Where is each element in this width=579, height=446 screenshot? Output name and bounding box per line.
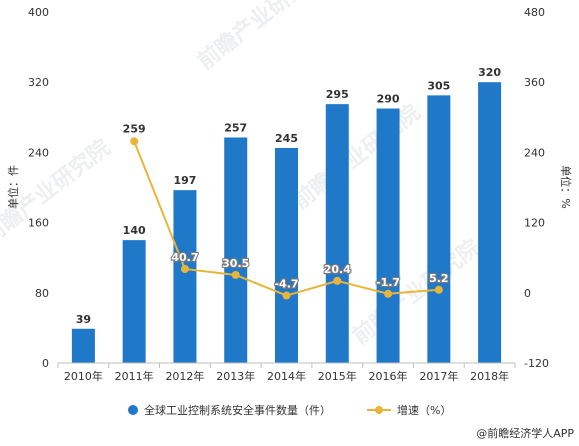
bar: [173, 190, 197, 363]
x-tick-label: 2015年: [318, 369, 357, 383]
bar-value-label: 39: [76, 313, 91, 326]
bar-value-label: 140: [123, 224, 146, 237]
x-tick-label: 2010年: [64, 369, 103, 383]
bar-value-label: 197: [173, 174, 196, 187]
bar: [478, 82, 502, 363]
bar: [427, 95, 451, 364]
y-left-tick-label: 400: [28, 6, 49, 19]
legend-bar-label: 全球工业控制系统安全事件数量（件）: [144, 403, 331, 417]
bar-value-label: 245: [275, 132, 298, 145]
x-tick-label: 2012年: [165, 369, 204, 383]
bar-value-label: 320: [478, 66, 501, 79]
bars-group: 39 140 197 257 245 295 290 305 320: [71, 66, 502, 364]
y-left-tick-label: 80: [35, 287, 49, 300]
growth-point: [282, 291, 291, 300]
bar-value-label: 295: [326, 88, 349, 101]
watermark-text: 前瞻产业研究院: [193, 0, 330, 75]
x-tick-label: 2014年: [267, 369, 306, 383]
bar-value-label: 257: [224, 121, 247, 134]
growth-point: [231, 270, 240, 279]
legend: 全球工业控制系统安全事件数量（件） 增速（%）: [128, 403, 451, 417]
y-left-tick-label: 320: [28, 76, 49, 89]
legend-bar-swatch: [128, 405, 138, 415]
y-right-tick-label: -120: [524, 357, 549, 370]
bar-value-label: 290: [377, 93, 400, 106]
y-axis-left-title: 单位：件: [6, 165, 20, 209]
growth-point: [333, 276, 342, 285]
x-tick-label: 2016年: [369, 369, 408, 383]
axes-group: 2010年 2011年 2012年 2013年 2014年 2015年 2016年 2017年…: [28, 6, 549, 383]
growth-point: [130, 137, 139, 146]
legend-line-marker: [375, 406, 383, 414]
y-left-tick-label: 160: [28, 217, 49, 230]
y-right-tick-label: 360: [524, 76, 545, 89]
growth-line-group: 259 40.7 30.5 -4.7 20.4 -1.7 5.2: [123, 122, 450, 300]
source-credit: @前瞻经济学人APP: [476, 426, 574, 440]
x-tick-label: 2011年: [115, 369, 154, 383]
growth-value-label: 259: [123, 122, 146, 135]
y-right-tick-label: 0: [524, 287, 531, 300]
bar-value-label: 305: [427, 79, 450, 92]
bar: [224, 137, 248, 363]
growth-value-label: -1.7: [376, 276, 400, 289]
growth-value-label: 30.5: [222, 257, 249, 270]
y-right-tick-label: 120: [524, 217, 545, 230]
bar: [122, 240, 146, 363]
bar: [71, 328, 95, 363]
growth-value-label: -4.7: [274, 278, 298, 291]
x-tick-label: 2017年: [419, 369, 458, 383]
growth-point: [180, 264, 189, 273]
watermark-text: 前瞻产业研究院: [288, 99, 425, 214]
x-tick-label: 2013年: [216, 369, 255, 383]
growth-point: [434, 285, 443, 294]
y-axis-right-title: 单位：%: [559, 165, 573, 208]
growth-value-label: 5.2: [429, 272, 449, 285]
growth-value-label: 40.7: [171, 251, 198, 264]
bar: [275, 148, 298, 363]
x-tick-label: 2018年: [470, 369, 509, 383]
y-left-tick-label: 0: [42, 357, 49, 370]
y-right-tick-label: 480: [524, 6, 545, 19]
y-left-tick-label: 240: [28, 146, 49, 159]
growth-value-label: 20.4: [324, 263, 351, 276]
y-right-tick-label: 240: [524, 146, 545, 159]
bar: [325, 104, 349, 363]
bar: [376, 108, 400, 364]
legend-line-label: 增速（%）: [397, 403, 451, 417]
growth-point: [384, 289, 393, 298]
